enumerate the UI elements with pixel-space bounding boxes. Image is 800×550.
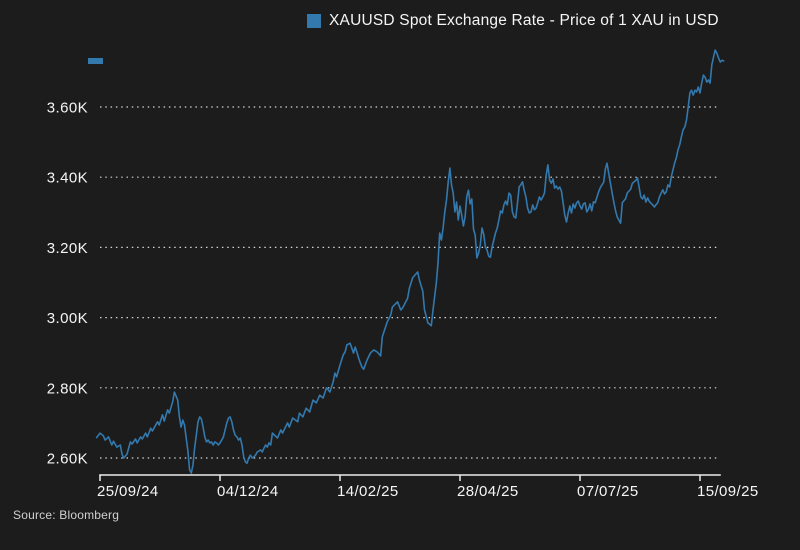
chart-title: XAUUSD Spot Exchange Rate - Price of 1 X…: [329, 12, 719, 29]
x-tick-label: 25/09/24: [97, 483, 159, 500]
x-axis: [99, 474, 721, 481]
x-tick-label: 28/04/25: [457, 483, 519, 500]
y-axis-labels: 2.60K 2.80K 3.00K 3.20K 3.40K 3.60K: [47, 100, 88, 468]
x-tick-label: 14/02/25: [337, 483, 399, 500]
x-tick-label: 04/12/24: [217, 483, 279, 500]
x-tick-label: 15/09/25: [697, 483, 759, 500]
chart-legend: XAUUSD Spot Exchange Rate - Price of 1 X…: [307, 12, 719, 30]
y-tick-label: 3.00K: [47, 310, 88, 327]
last-value-marker: [88, 58, 103, 64]
x-axis-labels: 25/09/24 04/12/24 14/02/25 28/04/25 07/07/25…: [97, 483, 759, 500]
y-tick-label: 2.60K: [47, 451, 88, 468]
y-tick-label: 3.20K: [47, 240, 88, 257]
y-tick-label: 2.80K: [47, 380, 88, 397]
legend-color-swatch: [307, 14, 321, 28]
gridlines-layer: [100, 106, 719, 459]
y-tick-label: 3.60K: [47, 100, 88, 117]
price-line: [95, 49, 725, 474]
x-tick-label: 07/07/25: [577, 483, 639, 500]
y-tick-label: 3.40K: [47, 170, 88, 187]
source-label: Source: Bloomberg: [13, 508, 120, 522]
